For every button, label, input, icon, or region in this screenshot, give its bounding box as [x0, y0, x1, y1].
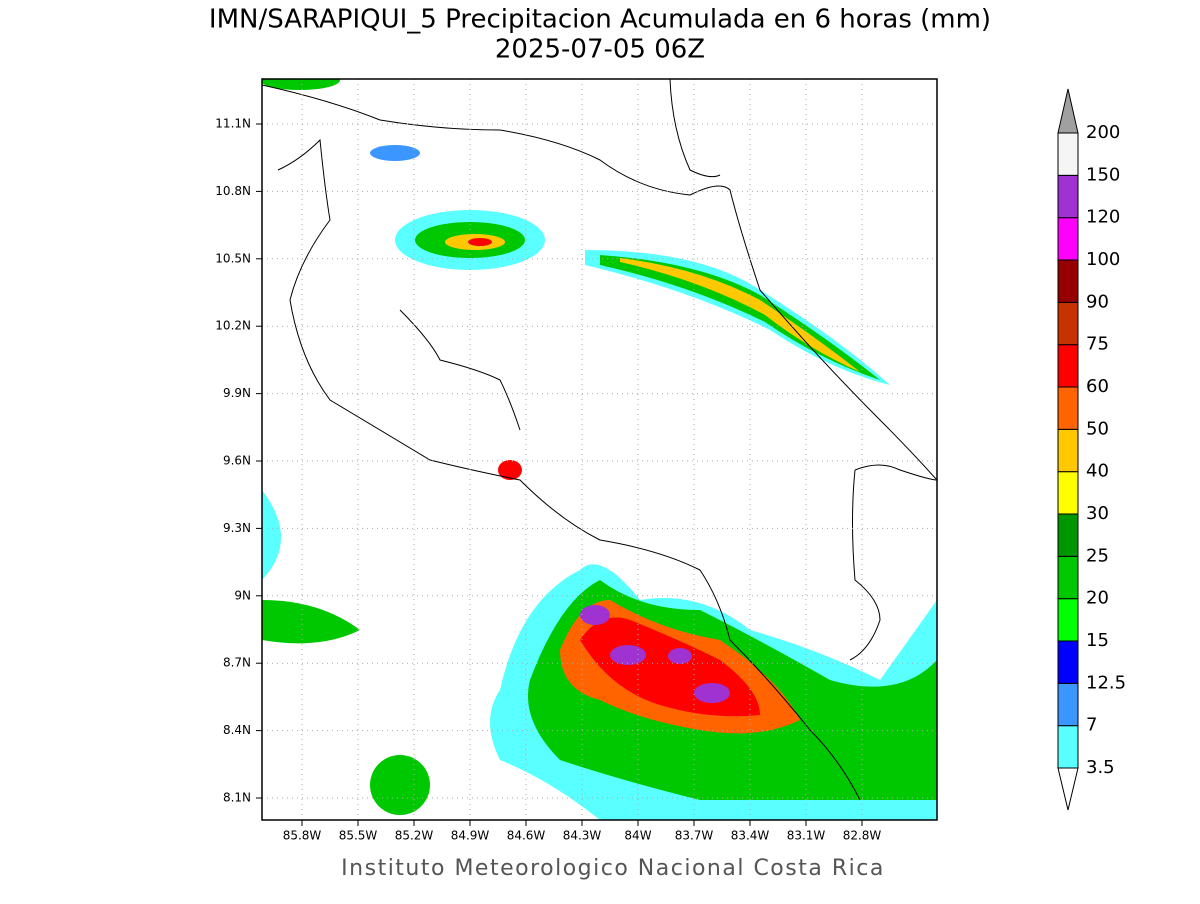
colorbar-box — [1057, 301, 1079, 346]
colorbar-label: 90 — [1086, 291, 1109, 312]
colorbar-label: 25 — [1086, 545, 1109, 566]
colorbar-over — [1057, 88, 1079, 134]
colorbar-label: 7 — [1086, 715, 1097, 736]
colorbar-label: 20 — [1086, 588, 1109, 609]
graticule — [256, 79, 937, 826]
lon-label: 83.4W — [731, 829, 770, 843]
colorbar-box — [1057, 428, 1079, 473]
lon-label: 84W — [624, 829, 651, 843]
precipitation-field — [262, 79, 937, 820]
colorbar-box — [1057, 513, 1079, 557]
lat-label: 9.3N — [223, 521, 251, 535]
lat-label: 9.9N — [223, 386, 251, 400]
colorbar-label: 40 — [1086, 461, 1109, 482]
lat-label: 8.4N — [223, 723, 251, 737]
colorbar-label: 60 — [1086, 376, 1109, 397]
colorbar: 3.5 7 12.5 15 20 25 30 40 50 60 75 90 100 120 150 200 — [1057, 88, 1126, 811]
lon-label: 84.3W — [563, 829, 602, 843]
colorbar-box — [1057, 471, 1079, 515]
colorbar-box — [1057, 259, 1079, 303]
lat-label: 10.5N — [215, 251, 251, 265]
colorbar-box — [1057, 725, 1079, 769]
colorbar-box — [1057, 132, 1079, 176]
coastlines — [262, 79, 937, 801]
map-frame — [261, 78, 938, 821]
colorbar-box — [1057, 640, 1079, 684]
colorbar-label: 12.5 — [1086, 672, 1126, 693]
lat-label: 9N — [234, 588, 251, 602]
colorbar-box — [1057, 682, 1079, 727]
map-area — [256, 78, 938, 826]
colorbar-box — [1057, 386, 1079, 430]
lon-label: 82.8W — [843, 829, 882, 843]
colorbar-label: 15 — [1086, 630, 1109, 651]
colorbar-box — [1057, 174, 1079, 219]
colorbar-label: 30 — [1086, 503, 1109, 524]
colorbar-label: 50 — [1086, 418, 1109, 439]
colorbar-box — [1057, 555, 1079, 600]
colorbar-box — [1057, 598, 1079, 642]
lon-label: 83.1W — [787, 829, 826, 843]
colorbar-under — [1057, 767, 1079, 811]
lat-label: 8.7N — [223, 656, 251, 670]
lon-label: 85.2W — [395, 829, 434, 843]
colorbar-label: 150 — [1086, 164, 1120, 185]
lon-label: 84.6W — [507, 829, 546, 843]
colorbar-box — [1057, 344, 1079, 388]
lon-label: 85.8W — [283, 829, 322, 843]
colorbar-box — [1057, 217, 1079, 261]
colorbar-label: 100 — [1086, 249, 1120, 270]
lon-label: 85.5W — [339, 829, 378, 843]
colorbar-label: 75 — [1086, 334, 1109, 355]
map-subtitle: 2025-07-05 06Z — [495, 35, 705, 65]
lat-label: 9.6N — [223, 454, 251, 468]
colorbar-label: 3.5 — [1086, 757, 1115, 778]
lat-label: 11.1N — [215, 117, 251, 131]
lat-label: 8.1N — [223, 791, 251, 805]
colorbar-label: 120 — [1086, 207, 1120, 228]
lon-label: 83.7W — [675, 829, 714, 843]
footer-credit: Instituto Meteorologico Nacional Costa R… — [341, 856, 885, 881]
lon-label: 84.9W — [451, 829, 490, 843]
map-title: IMN/SARAPIQUI_5 Precipitacion Acumulada … — [209, 5, 991, 35]
lat-label: 10.8N — [215, 184, 251, 198]
colorbar-label: 200 — [1086, 122, 1120, 143]
lat-label: 10.2N — [215, 319, 251, 333]
